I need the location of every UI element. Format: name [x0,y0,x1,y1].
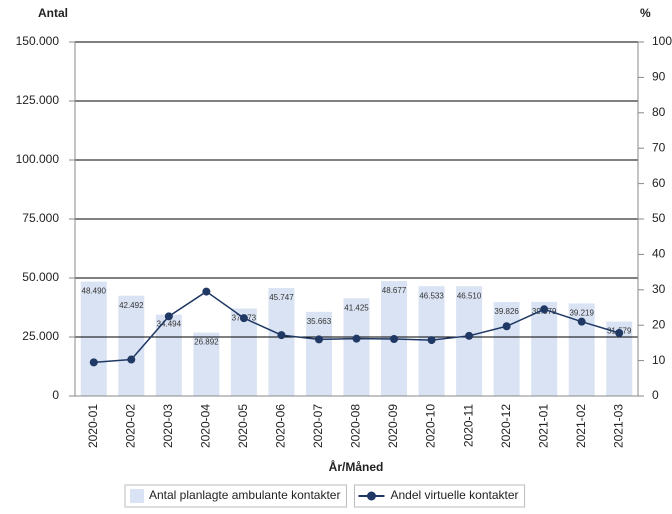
line-marker [577,317,586,326]
value-label: 41.425 [344,303,369,312]
line-marker [502,322,511,331]
bar [268,288,295,396]
x-tick-label: 2020-02 [123,404,137,448]
legend-label: Andel virtuelle kontakter [390,488,518,502]
value-label: 45.747 [269,293,294,302]
line-marker [239,314,248,323]
y-tick-label: 0 [52,388,59,402]
line-marker [202,287,211,296]
bar [305,311,332,396]
line-marker [465,331,474,340]
bar [118,295,145,396]
x-tick-label: 2021-02 [574,404,588,448]
value-label: 35.663 [307,317,332,326]
y2-tick-label: 30 [652,282,666,296]
y-tick-label: 75.000 [22,211,59,225]
value-label: 48.490 [82,287,107,296]
y2-tick-label: 10 [652,353,666,367]
y2-tick-label: 100 [652,34,672,48]
legend-item: Antal planlagte ambulante kontakter [124,484,347,508]
legend-marker [366,491,376,501]
y2-tick-label: 60 [652,176,666,190]
x-tick-label: 2021-01 [536,404,550,448]
y-axis-label: Antal [38,6,68,20]
value-label: 46.533 [419,291,444,300]
legend-label: Antal planlagte ambulante kontakter [149,488,340,502]
value-label: 39.219 [569,309,594,318]
y-tick-label: 25.000 [22,329,59,343]
bar [155,314,182,396]
bar [456,286,483,396]
value-label: 26.892 [194,338,219,347]
y-tick-label: 150.000 [16,34,60,48]
line-marker [427,336,436,345]
value-label: 39.826 [494,307,519,316]
x-tick-label: 2020-04 [199,404,213,448]
x-tick-label: 2020-09 [386,404,400,448]
value-label: 48.677 [382,286,407,295]
y2-tick-label: 70 [652,140,666,154]
y2-tick-label: 40 [652,247,666,261]
legend-item: Andel virtuelle kontakter [353,484,526,508]
x-tick-label: 2020-08 [349,404,363,448]
x-axis-label: År/Måned [329,459,384,474]
y2-tick-label: 90 [652,70,666,84]
value-label: 46.510 [457,291,482,300]
line-marker [277,331,286,340]
x-tick-label: 2020-06 [274,404,288,448]
value-label: 42.492 [119,301,144,310]
line-marker [164,312,173,321]
y2-tick-label: 50 [652,211,666,225]
x-tick-label: 2020-07 [311,404,325,448]
y-tick-label: 125.000 [16,93,60,107]
legend-box [124,484,347,508]
line-marker [127,355,136,364]
x-tick-label: 2020-11 [461,404,475,447]
line-marker [615,328,624,337]
value-label: 34.494 [157,320,182,329]
bar [343,298,370,396]
bar [80,281,107,396]
bar [193,332,220,396]
x-tick-label: 2020-01 [86,404,100,448]
x-tick-label: 2020-05 [236,404,250,448]
legend-swatch [130,489,144,503]
x-tick-label: 2020-12 [499,404,513,448]
y-tick-label: 100.000 [16,152,60,166]
x-tick-label: 2021-03 [611,404,625,448]
line-marker [390,335,399,344]
legend-box [353,484,526,508]
line-marker [540,305,549,314]
y-tick-label: 50.000 [22,270,59,284]
bar [230,308,257,396]
x-tick-label: 2020-10 [424,404,438,448]
line-marker [352,334,361,343]
y2-tick-label: 20 [652,317,666,331]
y2-tick-label: 0 [652,388,659,402]
x-tick-label: 2020-03 [161,404,175,448]
y2-axis-label: % [640,6,651,20]
line-marker [314,335,323,344]
y2-tick-label: 80 [652,105,666,119]
bar [493,302,520,396]
bar [531,301,558,396]
line-marker [89,358,98,367]
